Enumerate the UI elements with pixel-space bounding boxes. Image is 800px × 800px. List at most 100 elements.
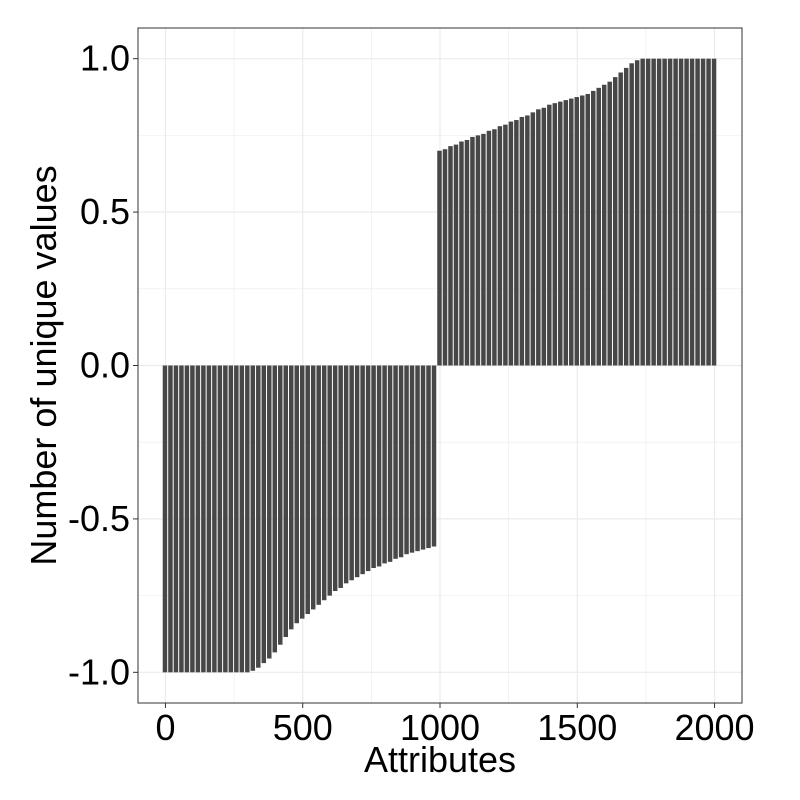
bar xyxy=(656,58,662,366)
bar xyxy=(442,149,448,366)
bar xyxy=(272,365,278,653)
bar xyxy=(711,58,717,366)
bar xyxy=(525,115,530,366)
bar xyxy=(289,365,294,630)
bar xyxy=(360,365,365,575)
bar xyxy=(591,90,596,366)
bar xyxy=(349,365,354,581)
bar xyxy=(519,116,525,366)
bar xyxy=(250,365,256,671)
bar xyxy=(645,58,651,366)
x-axis-title: Attributes xyxy=(364,739,516,780)
bar xyxy=(321,365,327,601)
bar xyxy=(223,365,228,673)
x-axis: 0 500 1000 1500 2000 xyxy=(155,703,755,748)
bar xyxy=(612,77,618,366)
bar xyxy=(651,58,656,366)
bar xyxy=(343,365,349,584)
bar xyxy=(448,146,453,366)
bar xyxy=(640,58,645,366)
bar xyxy=(629,63,634,366)
bar xyxy=(585,93,590,366)
bar xyxy=(376,365,382,567)
bar xyxy=(563,100,569,366)
bar xyxy=(201,365,206,673)
bar xyxy=(673,58,678,366)
bar xyxy=(162,365,168,673)
bar xyxy=(503,124,508,366)
bar xyxy=(574,97,580,366)
bar xyxy=(601,84,607,366)
bar xyxy=(475,135,481,366)
y-tick-label: 1.0 xyxy=(80,38,130,79)
bar xyxy=(398,365,404,558)
bar xyxy=(618,72,623,366)
bar xyxy=(558,101,563,366)
y-axis: -1.0 -0.5 0.0 0.5 1.0 xyxy=(68,38,138,692)
bar xyxy=(431,365,437,547)
bar xyxy=(437,150,442,366)
bar xyxy=(470,136,475,366)
bar xyxy=(365,365,371,572)
bar xyxy=(536,109,541,366)
bar xyxy=(310,365,316,610)
bar xyxy=(382,365,387,564)
bar xyxy=(596,87,601,366)
bar xyxy=(497,126,503,366)
bar xyxy=(415,365,420,552)
bar xyxy=(453,144,459,366)
bar xyxy=(459,141,464,366)
bar xyxy=(294,365,299,624)
bar xyxy=(299,365,305,619)
y-tick-label: 0.5 xyxy=(80,191,130,232)
y-tick-label: -1.0 xyxy=(68,651,130,692)
bar xyxy=(607,81,612,366)
bar xyxy=(547,104,552,366)
bar xyxy=(206,365,212,673)
bar xyxy=(195,365,201,673)
bar xyxy=(420,365,426,550)
y-axis-title: Number of unique values xyxy=(23,165,64,565)
bar xyxy=(245,365,250,673)
x-tick-label: 500 xyxy=(273,707,333,748)
bar xyxy=(217,365,223,673)
bar xyxy=(695,58,700,366)
bar xyxy=(261,365,267,664)
bar xyxy=(228,365,234,673)
bar xyxy=(354,365,360,578)
bar xyxy=(305,365,310,615)
y-tick-label: -0.5 xyxy=(68,498,130,539)
bar xyxy=(371,365,376,568)
bar xyxy=(667,58,673,366)
x-tick-label: 2000 xyxy=(674,707,754,748)
bar xyxy=(481,133,486,366)
bar xyxy=(338,365,343,588)
bar xyxy=(179,365,184,673)
bar xyxy=(256,365,261,668)
bar xyxy=(486,130,492,366)
bar xyxy=(387,365,393,562)
bar xyxy=(173,365,179,673)
x-tick-label: 1000 xyxy=(400,707,480,748)
bar xyxy=(278,365,283,645)
bar xyxy=(514,120,519,366)
bar xyxy=(706,58,711,366)
bar xyxy=(700,58,706,366)
bar xyxy=(234,365,239,673)
bar xyxy=(662,58,667,366)
bar xyxy=(569,98,574,366)
bar xyxy=(634,60,640,366)
bar xyxy=(404,365,409,555)
bar xyxy=(316,365,321,605)
bar xyxy=(168,365,173,673)
bar xyxy=(464,139,470,366)
bar xyxy=(684,58,689,366)
bar xyxy=(492,129,497,366)
bar xyxy=(678,58,684,366)
bar xyxy=(541,107,547,366)
bar xyxy=(426,365,431,549)
bar xyxy=(530,112,536,366)
bar xyxy=(393,365,398,559)
x-tick-label: 1500 xyxy=(537,707,617,748)
